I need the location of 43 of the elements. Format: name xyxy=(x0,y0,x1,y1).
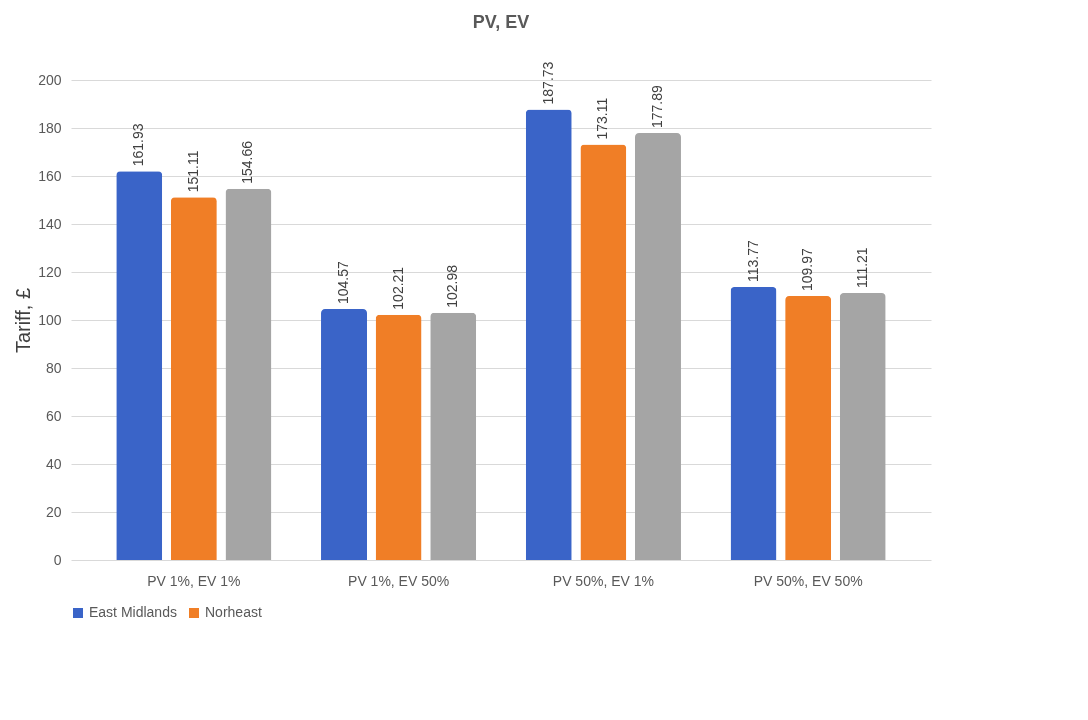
y-tick-label: 140 xyxy=(38,215,62,232)
y-tick-label: 180 xyxy=(38,119,62,136)
data-label: 177.89 xyxy=(648,85,665,129)
bar xyxy=(525,109,572,560)
x-tick-label: PV 1%, EV 50% xyxy=(348,572,450,589)
bar xyxy=(170,197,217,560)
y-tick-label: 40 xyxy=(45,455,62,472)
bar xyxy=(225,188,272,560)
x-tick-label: PV 50%, EV 1% xyxy=(552,572,654,589)
bar xyxy=(321,309,368,560)
data-label: 161.93 xyxy=(130,123,147,167)
y-tick-label: 160 xyxy=(38,167,62,184)
bar xyxy=(785,296,832,560)
legend-label: Norheast xyxy=(205,604,262,620)
data-label: 173.11 xyxy=(594,97,611,140)
bar xyxy=(730,286,777,560)
x-tick-label: PV 1%, EV 1% xyxy=(147,572,241,589)
bar xyxy=(839,293,886,560)
y-tick-label: 100 xyxy=(38,311,62,328)
data-label: 102.98 xyxy=(444,264,461,308)
data-label: 113.77 xyxy=(744,239,761,282)
bar xyxy=(375,314,422,560)
y-axis-title: Tariff, £ xyxy=(12,287,35,354)
y-tick-label: 80 xyxy=(45,359,62,376)
bar xyxy=(634,133,681,560)
bar xyxy=(580,144,627,560)
bar xyxy=(430,312,477,560)
bar xyxy=(116,171,163,560)
data-label: 104.57 xyxy=(335,261,352,305)
y-tick-label: 20 xyxy=(45,503,62,520)
y-tick-label: 60 xyxy=(45,407,62,424)
data-label: 151.11 xyxy=(184,150,201,193)
data-label: 154.66 xyxy=(239,140,256,184)
legend-label: East Midlands xyxy=(89,604,177,620)
data-label: 102.21 xyxy=(389,266,406,310)
chart-title: PV, EV xyxy=(472,11,530,32)
data-label: 109.97 xyxy=(799,248,816,292)
x-tick-label: PV 50%, EV 50% xyxy=(753,572,863,589)
data-label: 111.21 xyxy=(853,247,870,289)
data-label: 187.73 xyxy=(539,61,556,105)
y-tick-label: 0 xyxy=(53,551,62,568)
y-tick-label: 200 xyxy=(38,71,62,88)
y-tick-label: 120 xyxy=(38,263,62,280)
